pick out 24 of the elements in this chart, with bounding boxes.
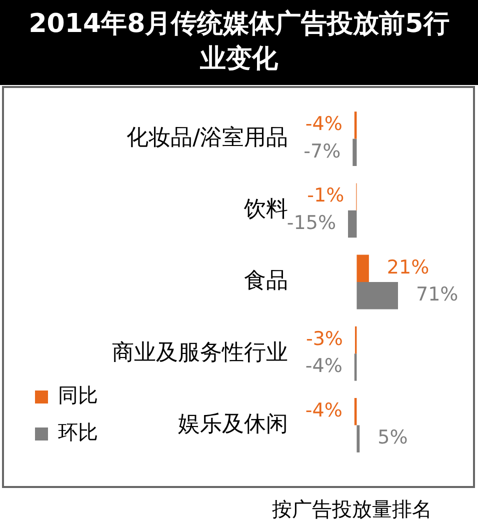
y-tick-label: 化妆品/浴室用品 [126,126,288,151]
y-tick-label: 食品 [244,268,288,294]
data-label: -3% [306,328,343,350]
y-tick-label: 娱乐及休闲 [178,412,288,437]
data-label: 71% [416,284,458,306]
bar [348,210,357,238]
y-tick-label: 饮料 [243,197,288,222]
legend-label: 同比 [58,383,98,408]
data-label: -4% [305,113,342,136]
bar [356,282,398,310]
data-label: -4% [305,400,342,422]
text: 按广告投放量排名 [272,496,432,523]
data-label: -15% [286,212,336,234]
bar [356,254,369,282]
bar [356,425,360,452]
bar [352,138,357,166]
y-tick-label: 商业及服务性行业 [112,340,288,366]
data-label: 5% [378,426,408,449]
data-label: 21% [386,256,430,278]
legend-label: 环比 [58,420,98,444]
data-label: -4% [305,355,342,378]
data-label: -7% [304,140,341,162]
data-label: -1% [307,184,344,207]
chart-title: 2014年8月传统媒体广告投放前5行业变化 [28,9,450,74]
